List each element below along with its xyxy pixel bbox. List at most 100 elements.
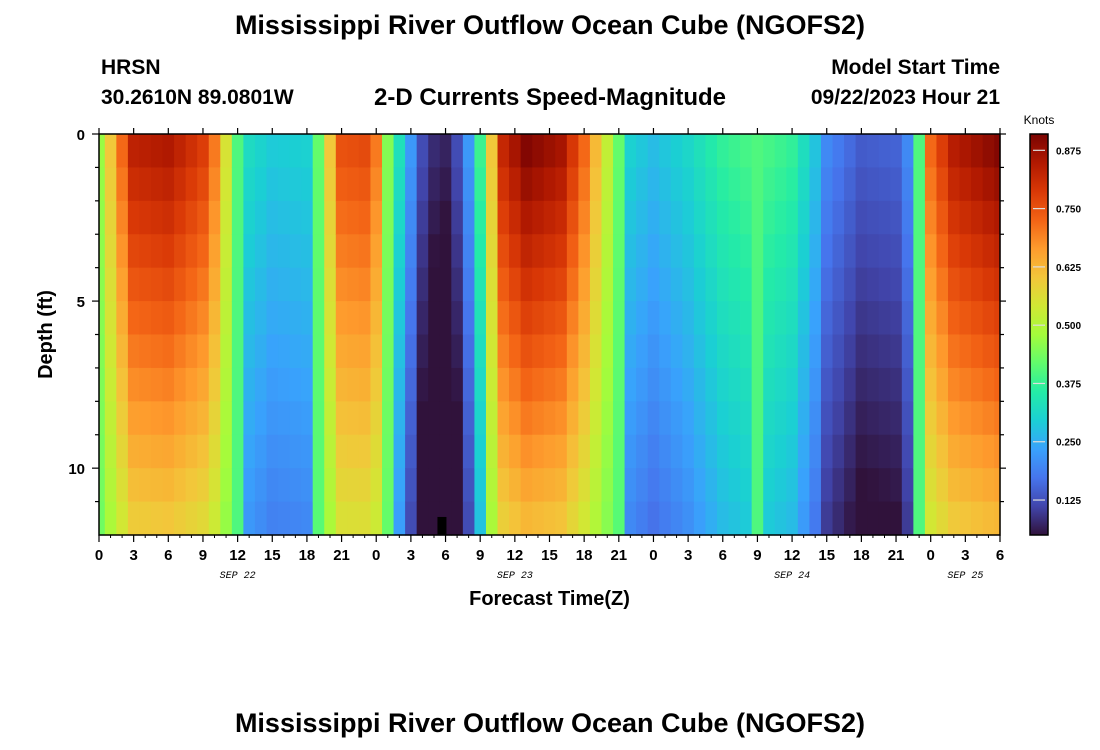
heatmap-cell: [982, 434, 995, 469]
heatmap-cell: [139, 501, 152, 536]
heatmap-cell: [474, 200, 487, 235]
heatmap-cell: [174, 468, 187, 503]
heatmap-cell: [820, 434, 834, 469]
heatmap-cell: [243, 134, 256, 169]
heatmap-cell: [485, 468, 499, 503]
heatmap-cell: [867, 301, 880, 336]
heatmap-cell: [451, 167, 464, 202]
heatmap-cell: [890, 301, 903, 336]
heatmap-cell: [370, 434, 383, 469]
heatmap-cell: [578, 334, 591, 369]
heatmap-cell: [174, 434, 187, 469]
heatmap-cell: [254, 167, 268, 202]
heatmap-cell: [809, 367, 822, 402]
heatmap-cell: [786, 367, 799, 402]
heatmap-cell: [416, 434, 429, 469]
heatmap-cell: [301, 234, 314, 269]
heatmap-cell: [254, 234, 268, 269]
heatmap-cell: [289, 134, 302, 169]
heatmap-cell: [335, 234, 348, 269]
heatmap-cell: [139, 267, 152, 302]
heatmap-cell: [139, 468, 152, 503]
heatmap-cell: [462, 401, 476, 436]
heatmap-cell: [543, 167, 556, 202]
heatmap-cell: [278, 267, 291, 302]
heatmap-cell: [312, 367, 325, 402]
heatmap-cell: [497, 367, 510, 402]
heatmap-cell: [99, 267, 106, 302]
x-tick-label: 18: [853, 547, 870, 564]
heatmap-cell: [520, 167, 533, 202]
heatmap-cell: [601, 401, 614, 436]
heatmap-cell: [347, 134, 360, 169]
heatmap-cell: [728, 167, 741, 202]
heatmap-cell: [613, 200, 626, 235]
heatmap-cell: [971, 267, 984, 302]
heatmap-cell: [393, 434, 406, 469]
heatmap-cell: [948, 267, 961, 302]
heatmap-cell: [197, 167, 210, 202]
heatmap-cell: [924, 367, 938, 402]
x-tick-label: 12: [507, 547, 524, 564]
heatmap-cell: [716, 301, 730, 336]
colorbar-gradient: [1029, 133, 1049, 536]
heatmap-cell: [613, 167, 626, 202]
heatmap-cell: [451, 234, 464, 269]
heatmap-cell: [994, 334, 1001, 369]
heatmap-cell: [797, 501, 810, 536]
heatmap-cell: [774, 434, 787, 469]
heatmap-cell: [659, 200, 672, 235]
heatmap-cell: [278, 468, 291, 503]
heatmap-cell: [913, 334, 926, 369]
heatmap-cell: [243, 167, 256, 202]
x-tick-label: 12: [229, 547, 246, 564]
heatmap-cell: [820, 134, 834, 169]
x-tick-label: 0: [372, 547, 380, 564]
heatmap-cell: [393, 501, 406, 536]
heatmap-cell: [878, 334, 891, 369]
heatmap-cell: [589, 200, 603, 235]
heatmap-cell: [670, 468, 683, 503]
heatmap-cell: [555, 468, 568, 503]
heatmap-cell: [197, 234, 210, 269]
page-title: Mississippi River Outflow Ocean Cube (NG…: [234, 10, 866, 40]
heatmap-cell: [139, 401, 152, 436]
heatmap-cell: [301, 134, 314, 169]
heatmap-cell: [301, 200, 314, 235]
heatmap-cell: [878, 434, 891, 469]
heatmap-cell: [439, 234, 452, 269]
colorbar-tick-label: 0.500: [1056, 321, 1081, 332]
heatmap-cell: [740, 167, 753, 202]
heatmap-cell: [855, 234, 868, 269]
heatmap-cell: [832, 301, 845, 336]
heatmap-cell: [901, 167, 914, 202]
heatmap-cell: [532, 334, 545, 369]
heatmap-cell: [324, 200, 337, 235]
heatmap-cell: [116, 367, 129, 402]
heatmap-cell: [878, 267, 891, 302]
heatmap-cell: [740, 367, 753, 402]
heatmap-cell: [243, 301, 256, 336]
heatmap-cell: [416, 401, 429, 436]
heatmap-cell: [820, 468, 834, 503]
heatmap-cell: [532, 434, 545, 469]
heatmap-cell: [751, 267, 764, 302]
heatmap-cell: [231, 301, 244, 336]
heatmap-cell: [532, 301, 545, 336]
heatmap-cell: [220, 434, 233, 469]
heatmap-cell: [867, 401, 880, 436]
heatmap-cell: [647, 334, 660, 369]
heatmap-cell: [636, 167, 649, 202]
heatmap-cell: [139, 134, 152, 169]
heatmap-cell: [994, 134, 1001, 169]
heatmap-cell: [266, 267, 279, 302]
heatmap-cell: [532, 200, 545, 235]
heatmap-cell: [670, 501, 683, 536]
heatmap-cell: [254, 434, 268, 469]
heatmap-cell: [243, 267, 256, 302]
heatmap-cell: [405, 401, 418, 436]
heatmap-cell: [982, 134, 995, 169]
heatmap-cell: [901, 334, 914, 369]
heatmap-cell: [797, 367, 810, 402]
heatmap-cell: [878, 401, 891, 436]
